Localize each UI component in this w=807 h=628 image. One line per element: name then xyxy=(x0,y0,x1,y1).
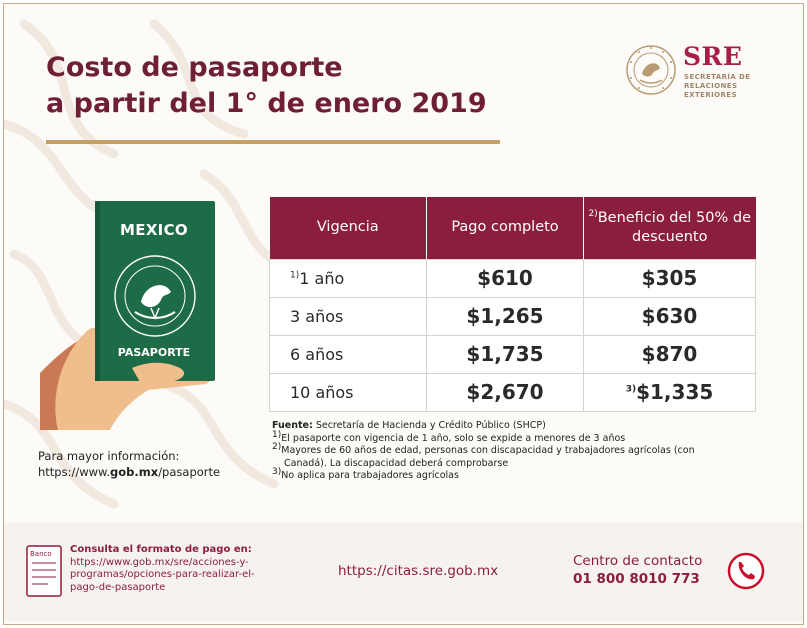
header-beneficio: 2)Beneficio del 50% de descuento xyxy=(583,197,756,259)
table-row: 3 años $1,265 $630 xyxy=(269,296,756,336)
payment-info: Consulta el formato de pago en: https://… xyxy=(70,544,310,594)
footnotes: Fuente: Secretaría de Hacienda y Crédito… xyxy=(272,420,772,483)
table-row: 10 años $2,670 3)$1,335 xyxy=(269,372,756,412)
table-row: 6 años $1,735 $870 xyxy=(269,334,756,374)
title-divider xyxy=(46,140,500,144)
logo-line-2: RELACIONES xyxy=(684,82,738,90)
cell-beneficio: 3)$1,335 xyxy=(583,372,756,412)
cell-beneficio: $870 xyxy=(583,334,756,374)
payment-info-title: Consulta el formato de pago en: xyxy=(70,544,252,555)
table-header-row: Vigencia Pago completo 2)Beneficio del 5… xyxy=(269,197,756,259)
footnote-2-cont: Canadá). La discapacidad deberá comproba… xyxy=(284,457,509,469)
sre-logo: SRE SECRETARÍA DE RELACIONES EXTERIORES xyxy=(625,42,765,102)
cell-vigencia: 1)1 año xyxy=(269,258,427,298)
national-seal-icon xyxy=(626,45,676,95)
title-line-2: a partir del 1° de enero 2019 xyxy=(46,88,487,119)
source-note: Fuente: Secretaría de Hacienda y Crédito… xyxy=(272,420,546,431)
cell-vigencia: 6 años xyxy=(269,334,427,374)
cell-beneficio: $630 xyxy=(583,296,756,336)
header-vigencia: Vigencia xyxy=(269,197,427,259)
contact-number[interactable]: 01 800 8010 773 xyxy=(573,571,700,587)
bank-label: Banco xyxy=(30,550,52,558)
cell-pago: $2,670 xyxy=(426,372,584,412)
thumb xyxy=(132,362,185,382)
passport-country: MEXICO xyxy=(120,221,188,239)
cell-vigencia: 3 años xyxy=(269,296,427,336)
cell-pago: $610 xyxy=(426,258,584,298)
footnote-3: 3)No aplica para trabajadores agrícolas xyxy=(272,466,459,481)
passport-seal-icon xyxy=(114,255,196,337)
more-info-label: Para mayor información: xyxy=(38,449,180,463)
contact-center: Centro de contacto 01 800 8010 773 xyxy=(573,552,702,588)
page-title: Costo de pasaporte a partir del 1° de en… xyxy=(46,50,566,122)
logo-line-3: EXTERIORES xyxy=(684,91,737,99)
logo-line-1: SECRETARÍA DE xyxy=(684,73,751,81)
passport-illustration xyxy=(40,201,215,430)
more-info-link[interactable]: https://www.gob.mx/pasaporte xyxy=(38,465,221,479)
logo-acronym: SRE xyxy=(683,42,743,71)
footnote-2: 2)Mayores de 60 años de edad, personas c… xyxy=(272,441,695,456)
footer-bar xyxy=(4,522,803,622)
payment-link[interactable]: https://www.gob.mx/sre/acciones-y- progr… xyxy=(70,556,255,593)
table-row: 1)1 año $610 $305 xyxy=(269,258,756,298)
cell-beneficio: $305 xyxy=(583,258,756,298)
header-pago-completo: Pago completo xyxy=(426,197,584,259)
cell-pago: $1,735 xyxy=(426,334,584,374)
bank-receipt-icon xyxy=(26,545,62,597)
title-line-1: Costo de pasaporte xyxy=(46,52,343,83)
price-table: Vigencia Pago completo 2)Beneficio del 5… xyxy=(269,197,756,412)
cell-pago: $1,265 xyxy=(426,296,584,336)
phone-icon xyxy=(727,552,765,590)
cell-vigencia: 10 años xyxy=(269,372,427,412)
citas-link[interactable]: https://citas.sre.gob.mx xyxy=(338,563,499,579)
contact-label: Centro de contacto xyxy=(573,553,703,569)
passport-label: PASAPORTE xyxy=(117,346,191,359)
more-info: Para mayor información: https://www.gob.… xyxy=(38,448,220,480)
footnote-1: 1)El pasaporte con vigencia de 1 año, so… xyxy=(272,429,626,444)
